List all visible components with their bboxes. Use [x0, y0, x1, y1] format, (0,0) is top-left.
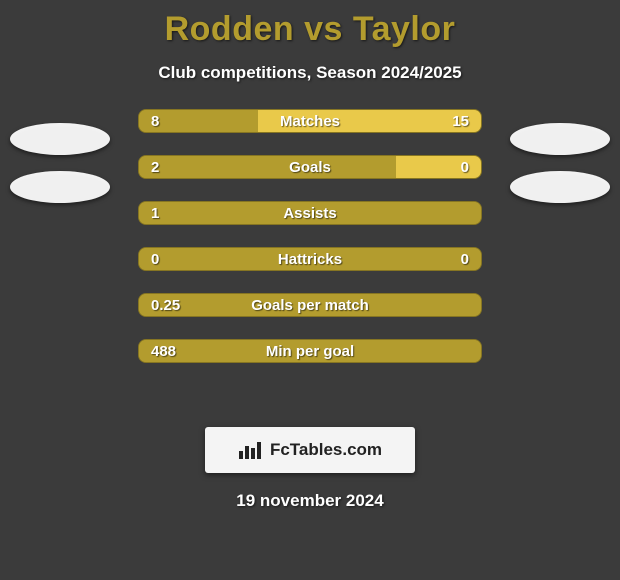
brand-text: FcTables.com — [270, 440, 382, 460]
brand-badge: FcTables.com — [205, 427, 415, 473]
stat-row: 0.25Goals per match — [138, 293, 482, 317]
stat-label: Matches — [139, 110, 481, 132]
stat-row: 1Assists — [138, 201, 482, 225]
brand-bars-icon — [238, 440, 262, 460]
comparison-area: 815Matches 20Goals 1Assists 00Hattricks 0.25… — [0, 109, 620, 409]
stat-label: Goals per match — [139, 294, 481, 316]
stat-label: Goals — [139, 156, 481, 178]
player-left-flag-2 — [10, 171, 110, 203]
player-right-flag-1 — [510, 123, 610, 155]
page-title: Rodden vs Taylor — [0, 0, 620, 49]
player-right-flag-2 — [510, 171, 610, 203]
page-subtitle: Club competitions, Season 2024/2025 — [0, 63, 620, 83]
stat-label: Min per goal — [139, 340, 481, 362]
stat-bars: 815Matches 20Goals 1Assists 00Hattricks 0.25… — [138, 109, 482, 385]
stat-row: 20Goals — [138, 155, 482, 179]
stat-row: 00Hattricks — [138, 247, 482, 271]
footer-date: 19 november 2024 — [0, 491, 620, 511]
stat-label: Assists — [139, 202, 481, 224]
player-left-flag-1 — [10, 123, 110, 155]
stat-label: Hattricks — [139, 248, 481, 270]
stat-row: 488Min per goal — [138, 339, 482, 363]
stat-row: 815Matches — [138, 109, 482, 133]
